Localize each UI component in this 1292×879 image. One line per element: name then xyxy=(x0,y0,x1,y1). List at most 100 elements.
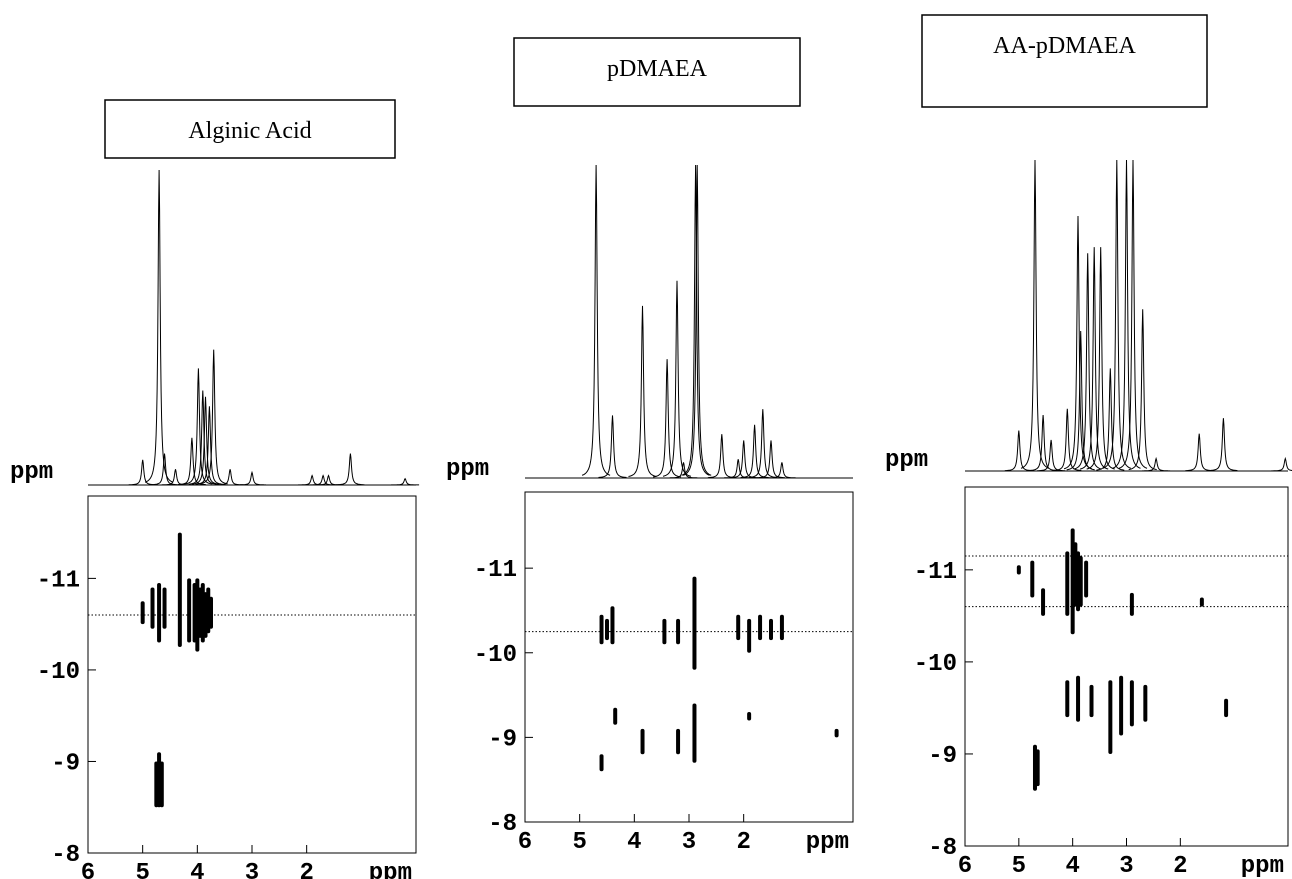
y-tick-label: -11 xyxy=(474,557,517,584)
spectrum-peak xyxy=(150,453,179,486)
x-tick-label: 2 xyxy=(736,829,750,856)
contour xyxy=(676,618,681,645)
contour xyxy=(1041,588,1046,616)
plot-frame xyxy=(964,486,1289,847)
contour xyxy=(605,618,609,641)
contour xyxy=(599,754,604,772)
contour xyxy=(157,582,162,643)
spectrum-peak xyxy=(1066,330,1095,471)
y-tick-label: -9 xyxy=(928,743,957,770)
x-tick-label: 6 xyxy=(81,860,95,879)
spectrum-peak xyxy=(683,164,712,476)
spectrum-peak xyxy=(581,164,611,476)
contour xyxy=(1084,560,1089,598)
contour xyxy=(1129,592,1134,616)
contour xyxy=(692,703,697,763)
contour xyxy=(1030,560,1035,598)
y-tick-label: -8 xyxy=(488,811,517,838)
contour xyxy=(1129,680,1134,727)
contour xyxy=(779,614,784,641)
spectrum-peak xyxy=(628,305,657,477)
spectrum-peak xyxy=(1020,159,1050,469)
spectrum-peak xyxy=(1029,414,1058,471)
x-tick-label: 5 xyxy=(1012,853,1026,879)
spectrum-peak xyxy=(1118,159,1148,469)
spectrum-peak xyxy=(1185,433,1214,472)
y-tick-label: -9 xyxy=(488,726,517,753)
y-tick-label: -11 xyxy=(37,567,80,594)
x-tick-label: 3 xyxy=(245,860,259,879)
y-tick-label: -10 xyxy=(914,651,957,678)
spectrum-peak xyxy=(598,415,627,478)
contour xyxy=(692,576,697,670)
title-box xyxy=(104,99,396,159)
spectrum-peak xyxy=(238,470,266,486)
x-axis-label: ppm xyxy=(369,860,412,879)
contour xyxy=(1035,749,1040,787)
contour xyxy=(747,712,752,721)
contour xyxy=(769,618,773,641)
spectrum-peak xyxy=(1096,368,1125,471)
spectrum-label: ppm xyxy=(446,456,489,483)
contour xyxy=(1199,597,1204,607)
spectrum-peak xyxy=(707,434,736,479)
x-tick-label: 2 xyxy=(1173,853,1187,879)
plot-frame xyxy=(524,491,854,823)
x-tick-label: 4 xyxy=(1065,853,1079,879)
spectrum-peak xyxy=(1271,456,1292,472)
spectrum-peak xyxy=(188,390,217,485)
contour xyxy=(676,728,681,755)
spectrum-peak xyxy=(1053,408,1082,471)
x-axis-label: ppm xyxy=(1241,853,1284,879)
contour xyxy=(613,707,618,725)
spectrum-peak xyxy=(336,453,365,486)
spectrum-peak xyxy=(669,462,698,479)
spectrum-label: ppm xyxy=(885,447,928,474)
contour xyxy=(209,596,213,629)
spectrum-peak xyxy=(309,474,338,486)
spectrum-label: ppm xyxy=(10,459,53,486)
x-tick-label: 6 xyxy=(958,853,972,879)
contour xyxy=(599,614,604,645)
x-tick-label: 5 xyxy=(135,860,149,879)
contour xyxy=(1078,556,1083,607)
x-tick-label: 5 xyxy=(572,829,586,856)
plot-frame xyxy=(87,495,417,854)
x-tick-label: 6 xyxy=(518,829,532,856)
contour xyxy=(159,761,164,808)
contour xyxy=(747,618,752,653)
contour xyxy=(1143,684,1148,722)
spectrum-peak xyxy=(653,359,682,478)
chart-title: pDMAEA xyxy=(607,56,708,82)
y-tick-label: -9 xyxy=(51,750,80,777)
spectrum-peak xyxy=(184,368,213,485)
x-axis-label: ppm xyxy=(806,829,849,856)
spectrum-peak xyxy=(191,396,220,485)
contour xyxy=(1065,551,1070,616)
spectrum-peak xyxy=(1209,418,1238,471)
spectrum-peak xyxy=(314,474,343,486)
spectrum-peak xyxy=(1128,309,1157,471)
spectrum-peak xyxy=(144,169,174,483)
contour xyxy=(1016,565,1021,575)
spectrum-peak xyxy=(757,440,785,479)
contour xyxy=(736,614,741,641)
contour xyxy=(1119,675,1124,736)
contour xyxy=(1224,698,1229,718)
contour xyxy=(834,728,839,738)
spectrum-peak xyxy=(767,462,796,479)
spectrum-peak xyxy=(161,469,190,486)
chart-title: Alginic Acid xyxy=(188,118,311,144)
y-tick-label: -10 xyxy=(474,642,517,669)
spectrum-peak xyxy=(199,349,228,485)
spectrum-peak xyxy=(216,469,245,486)
contour xyxy=(140,601,145,625)
title-box xyxy=(921,14,1208,108)
spectrum-peak xyxy=(681,164,710,476)
x-tick-label: 3 xyxy=(1119,853,1133,879)
y-tick-label: -8 xyxy=(928,835,957,862)
contour xyxy=(177,532,182,648)
contour xyxy=(150,587,155,629)
spectrum-peak xyxy=(1142,456,1171,472)
